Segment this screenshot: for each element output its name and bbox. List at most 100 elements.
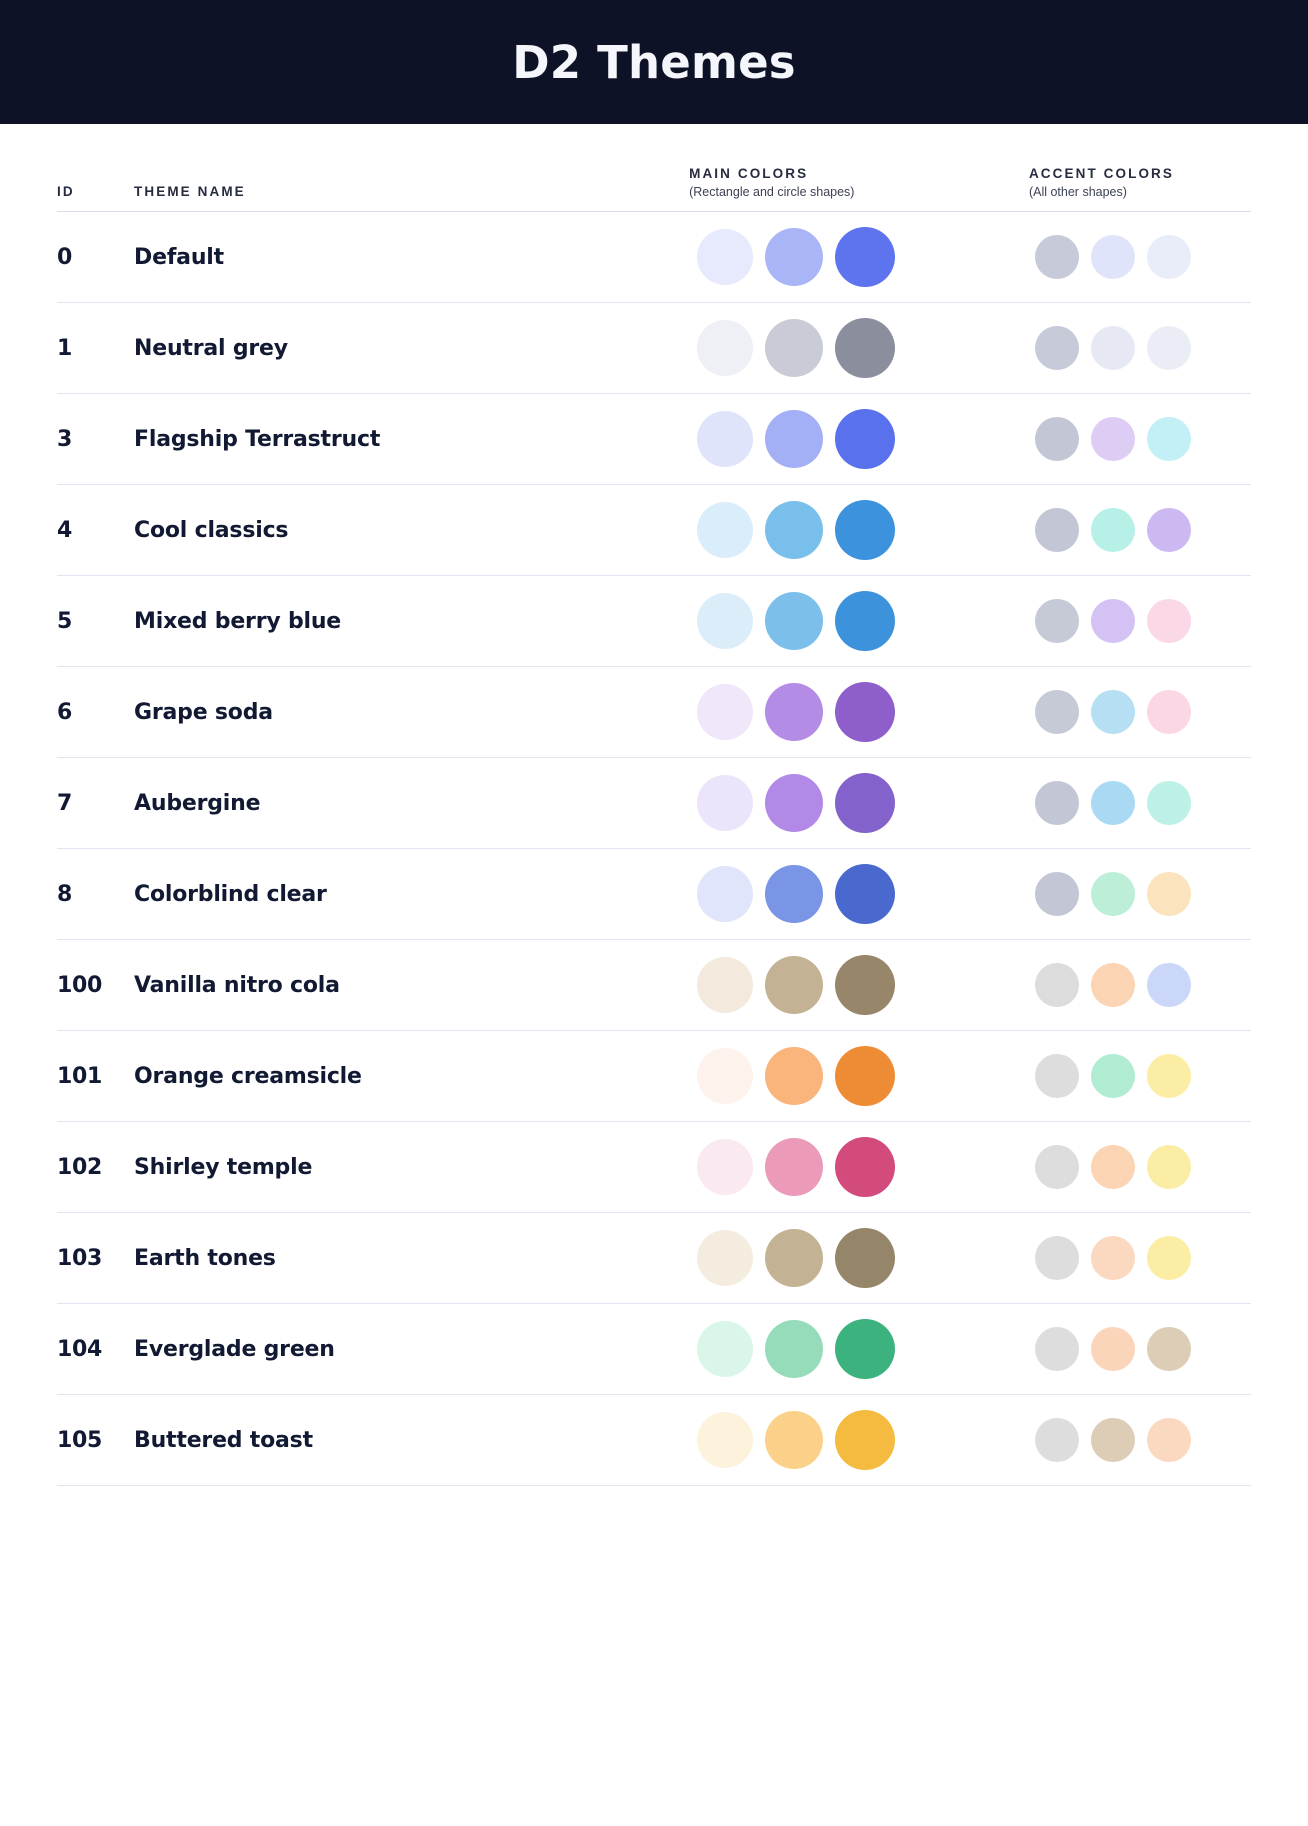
table-row[interactable]: 1 Neutral grey	[57, 302, 1251, 394]
main-color-swatch[interactable]	[697, 229, 754, 285]
main-color-swatch[interactable]	[835, 227, 896, 287]
main-color-swatch[interactable]	[765, 683, 824, 741]
main-color-swatch[interactable]	[765, 319, 824, 377]
accent-color-swatch[interactable]	[1090, 963, 1135, 1007]
accent-color-swatch[interactable]	[1090, 1145, 1135, 1189]
main-color-swatch[interactable]	[765, 1411, 824, 1469]
column-header-accent-colors-subtitle: (All other shapes)	[1028, 185, 1127, 199]
accent-color-swatch[interactable]	[1146, 1327, 1191, 1371]
main-color-swatch[interactable]	[697, 684, 754, 740]
table-row[interactable]: 0 Default	[57, 211, 1251, 303]
accent-color-swatch[interactable]	[1090, 1327, 1135, 1371]
accent-color-swatch[interactable]	[1090, 326, 1135, 370]
main-color-swatch[interactable]	[697, 1139, 754, 1195]
main-color-swatch[interactable]	[835, 591, 896, 651]
accent-color-swatch[interactable]	[1034, 599, 1079, 643]
main-color-swatch[interactable]	[835, 1228, 896, 1288]
main-color-swatch[interactable]	[835, 864, 896, 924]
main-color-swatch[interactable]	[697, 502, 754, 558]
main-colors-cell	[689, 575, 1029, 667]
main-color-swatch[interactable]	[835, 1046, 896, 1106]
main-color-swatch[interactable]	[835, 1137, 896, 1197]
accent-color-swatch[interactable]	[1146, 1054, 1191, 1098]
main-color-swatch[interactable]	[835, 682, 896, 742]
accent-color-swatch[interactable]	[1034, 963, 1079, 1007]
main-color-swatch[interactable]	[697, 1321, 754, 1377]
main-color-swatch[interactable]	[765, 501, 824, 559]
main-color-swatch[interactable]	[835, 773, 896, 833]
main-color-swatch[interactable]	[765, 1320, 824, 1378]
table-row[interactable]: 102 Shirley temple	[57, 1121, 1251, 1213]
accent-color-swatch[interactable]	[1034, 326, 1079, 370]
accent-color-swatch[interactable]	[1090, 235, 1135, 279]
accent-color-swatch[interactable]	[1034, 508, 1079, 552]
accent-color-swatch[interactable]	[1146, 508, 1191, 552]
table-row[interactable]: 105 Buttered toast	[57, 1394, 1251, 1486]
table-row[interactable]: 7 Aubergine	[57, 757, 1251, 849]
main-color-swatch[interactable]	[697, 1230, 754, 1286]
accent-color-swatch[interactable]	[1146, 1236, 1191, 1280]
main-color-swatch[interactable]	[765, 228, 824, 286]
accent-color-swatch[interactable]	[1090, 1054, 1135, 1098]
accent-color-swatch[interactable]	[1034, 1418, 1079, 1462]
main-color-swatch[interactable]	[697, 1048, 754, 1104]
accent-color-swatch[interactable]	[1146, 417, 1191, 461]
main-color-swatch[interactable]	[835, 409, 896, 469]
table-row[interactable]: 103 Earth tones	[57, 1212, 1251, 1304]
accent-color-swatch[interactable]	[1146, 963, 1191, 1007]
accent-color-swatch[interactable]	[1146, 781, 1191, 825]
accent-color-swatch[interactable]	[1146, 1418, 1191, 1462]
main-color-swatch[interactable]	[835, 1319, 896, 1379]
accent-color-swatch[interactable]	[1090, 1418, 1135, 1462]
main-color-swatch[interactable]	[697, 411, 754, 467]
accent-color-swatch[interactable]	[1146, 599, 1191, 643]
accent-color-swatch[interactable]	[1090, 508, 1135, 552]
accent-color-swatch[interactable]	[1034, 235, 1079, 279]
accent-color-swatch[interactable]	[1146, 690, 1191, 734]
accent-color-swatch[interactable]	[1034, 1327, 1079, 1371]
main-color-swatch[interactable]	[835, 955, 896, 1015]
main-color-swatch[interactable]	[765, 592, 824, 650]
table-row[interactable]: 6 Grape soda	[57, 666, 1251, 758]
accent-color-swatch[interactable]	[1090, 781, 1135, 825]
accent-color-swatch[interactable]	[1146, 326, 1191, 370]
main-color-swatch[interactable]	[765, 410, 824, 468]
table-row[interactable]: 100 Vanilla nitro cola	[57, 939, 1251, 1031]
accent-color-swatch[interactable]	[1034, 781, 1079, 825]
main-color-swatch[interactable]	[835, 1410, 896, 1470]
main-color-swatch[interactable]	[697, 957, 754, 1013]
main-color-swatch[interactable]	[765, 865, 824, 923]
accent-color-swatch[interactable]	[1090, 599, 1135, 643]
main-color-swatch[interactable]	[765, 1047, 824, 1105]
accent-color-swatch[interactable]	[1146, 235, 1191, 279]
accent-color-swatch[interactable]	[1034, 872, 1079, 916]
accent-color-swatch[interactable]	[1090, 872, 1135, 916]
main-color-swatch[interactable]	[697, 866, 754, 922]
main-color-swatch[interactable]	[697, 1412, 754, 1468]
main-color-swatch[interactable]	[697, 320, 754, 376]
table-row[interactable]: 104 Everglade green	[57, 1303, 1251, 1395]
accent-color-swatch[interactable]	[1090, 1236, 1135, 1280]
accent-color-swatch[interactable]	[1090, 690, 1135, 734]
accent-color-swatch[interactable]	[1146, 872, 1191, 916]
main-color-swatch[interactable]	[835, 318, 896, 378]
accent-color-swatch[interactable]	[1034, 1145, 1079, 1189]
accent-color-swatch[interactable]	[1034, 417, 1079, 461]
table-row[interactable]: 101 Orange creamsicle	[57, 1030, 1251, 1122]
main-color-swatch[interactable]	[765, 1229, 824, 1287]
accent-color-swatch[interactable]	[1090, 417, 1135, 461]
accent-color-swatch[interactable]	[1034, 690, 1079, 734]
accent-color-swatch[interactable]	[1034, 1054, 1079, 1098]
main-color-swatch[interactable]	[765, 1138, 824, 1196]
accent-color-swatch[interactable]	[1034, 1236, 1079, 1280]
main-color-swatch[interactable]	[835, 500, 896, 560]
table-row[interactable]: 4 Cool classics	[57, 484, 1251, 576]
main-color-swatch[interactable]	[765, 956, 824, 1014]
main-color-swatch[interactable]	[765, 774, 824, 832]
table-row[interactable]: 5 Mixed berry blue	[57, 575, 1251, 667]
accent-color-swatch[interactable]	[1146, 1145, 1191, 1189]
table-row[interactable]: 3 Flagship Terrastruct	[57, 393, 1251, 485]
main-color-swatch[interactable]	[697, 593, 754, 649]
main-color-swatch[interactable]	[697, 775, 754, 831]
table-row[interactable]: 8 Colorblind clear	[57, 848, 1251, 940]
